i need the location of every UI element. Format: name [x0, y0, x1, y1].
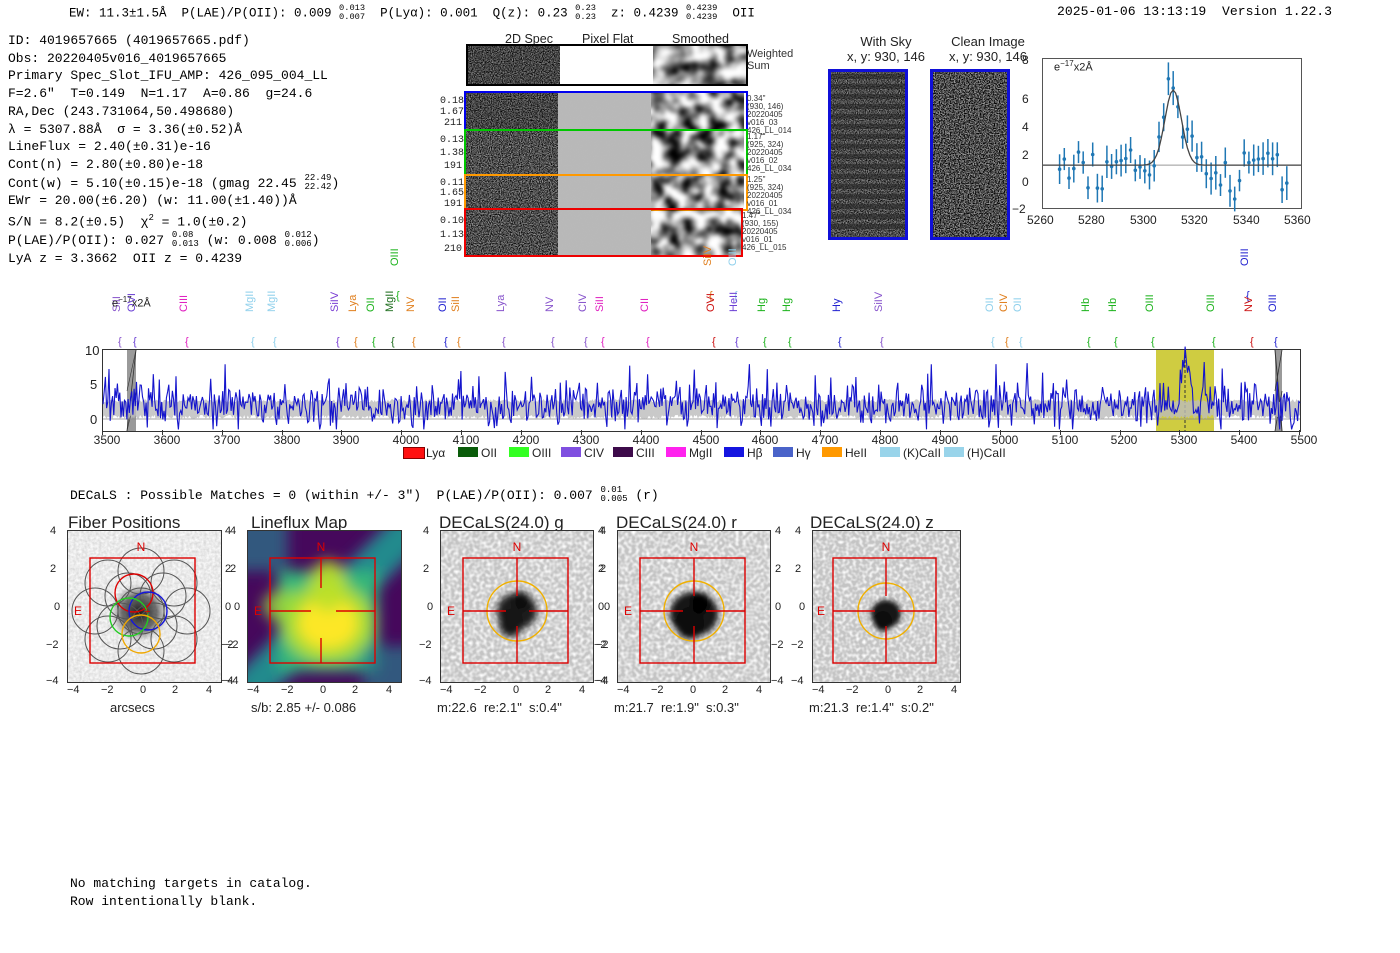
svg-text:N: N	[513, 540, 522, 554]
svg-text:+: +	[144, 606, 150, 618]
svg-text:E: E	[817, 604, 825, 618]
svg-text:E: E	[74, 604, 82, 618]
svg-text:E: E	[447, 604, 455, 618]
svg-text:N: N	[882, 540, 891, 554]
svg-text:E: E	[624, 604, 632, 618]
svg-text:N: N	[137, 540, 146, 554]
svg-text:N: N	[317, 540, 326, 554]
svg-text:E: E	[254, 604, 262, 618]
svg-text:N: N	[690, 540, 699, 554]
